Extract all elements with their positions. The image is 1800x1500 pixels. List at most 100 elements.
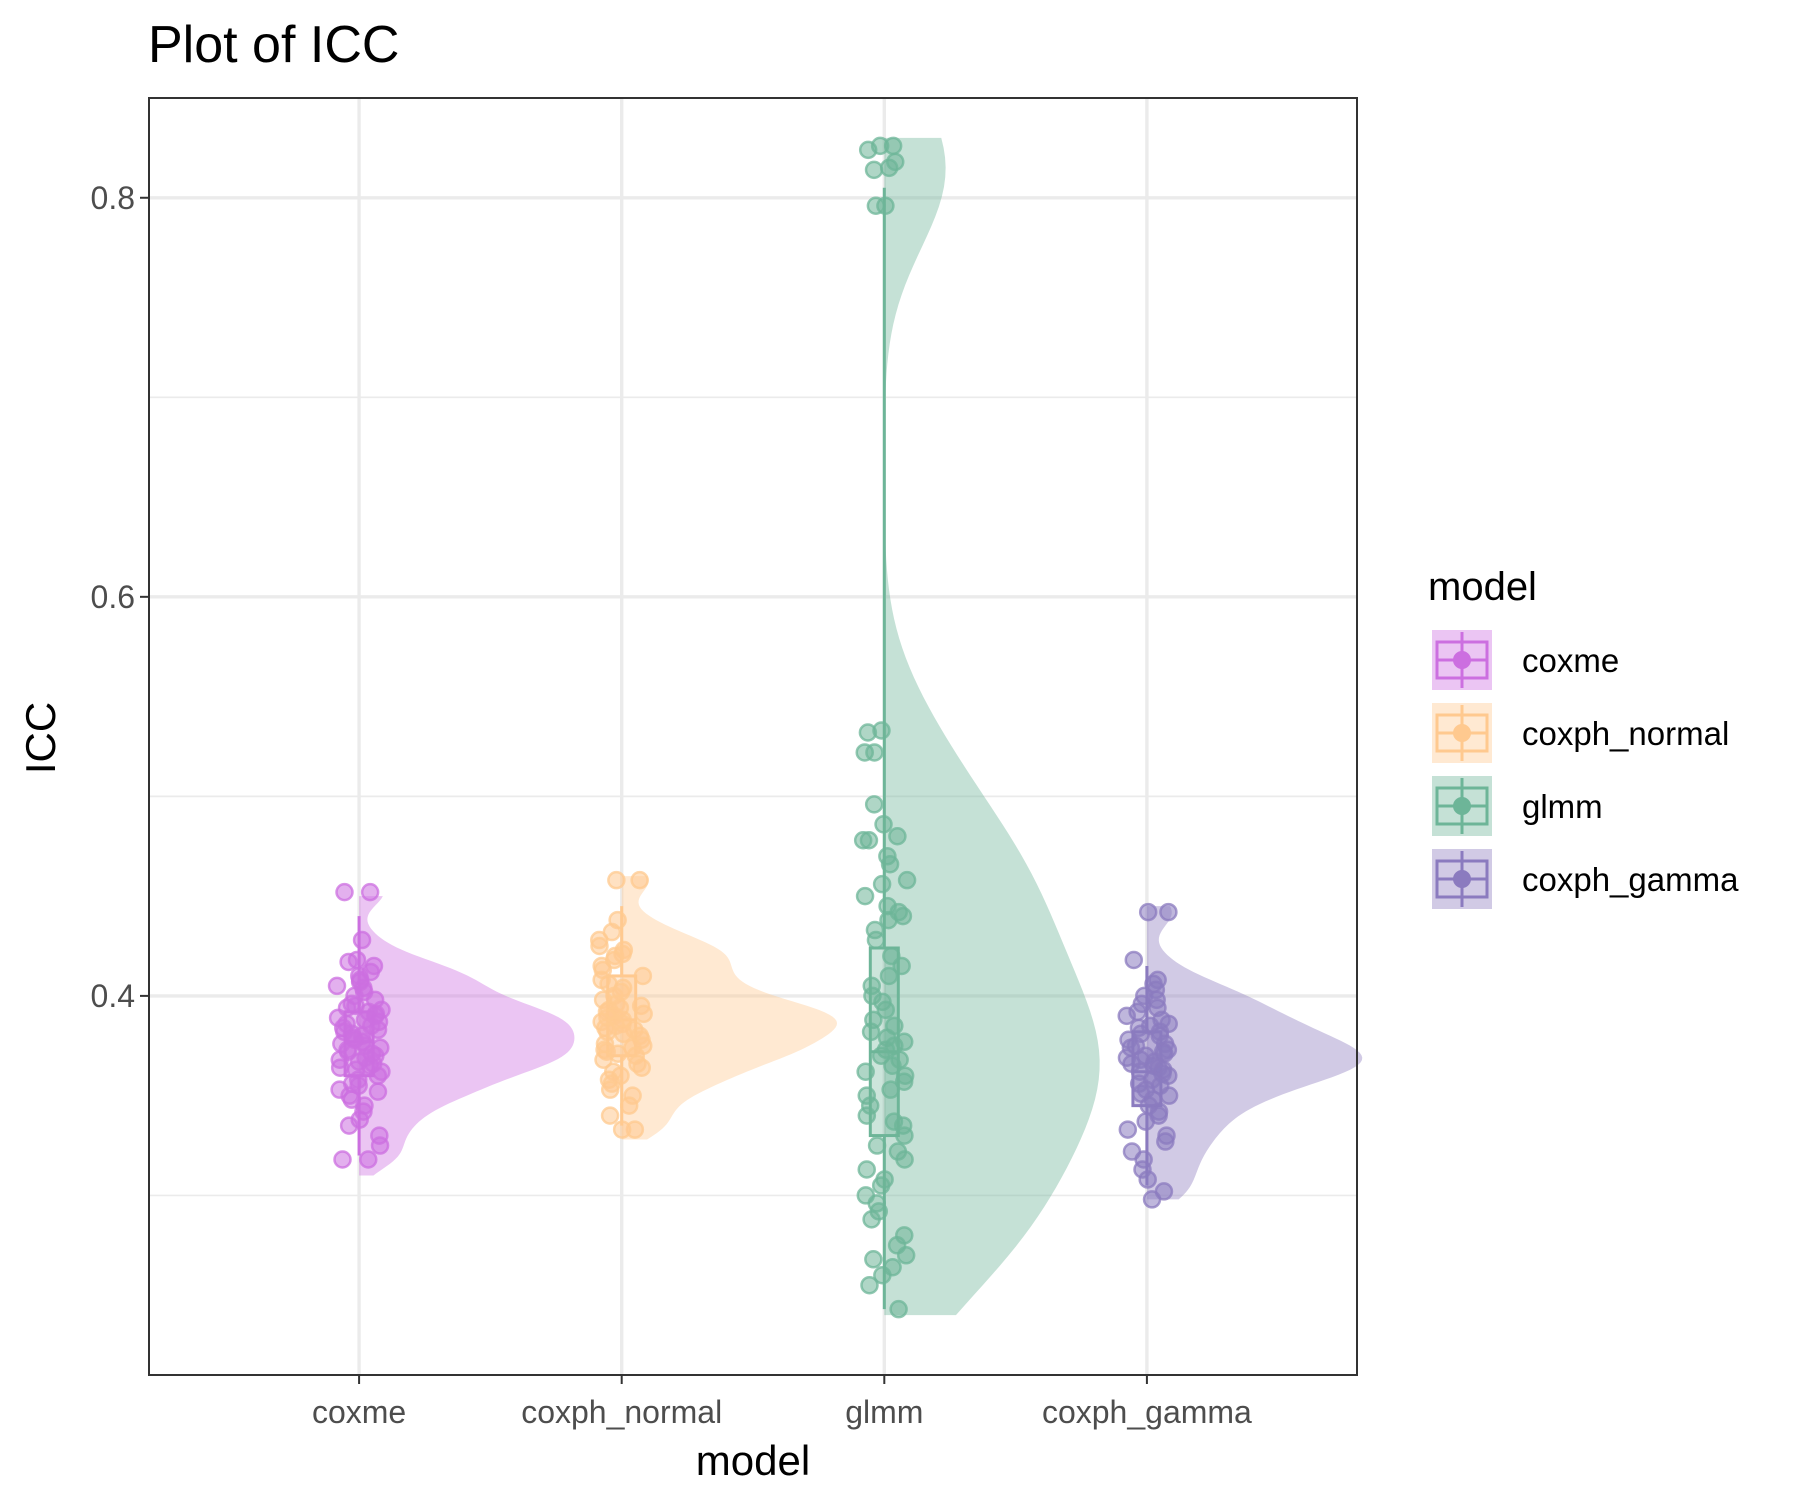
point-coxme <box>327 976 347 996</box>
point-coxph_gamma <box>1136 1112 1155 1131</box>
legend-key-point-coxph_gamma <box>1453 870 1471 888</box>
y-tick-label: 0.4 <box>91 978 135 1014</box>
point-glmm <box>883 1056 902 1075</box>
legend-key-point-glmm <box>1453 797 1471 815</box>
x-tick-label: coxph_normal <box>521 1394 722 1430</box>
point-glmm <box>879 158 899 178</box>
points-layer <box>327 136 1179 1319</box>
y-tick-label: 0.8 <box>91 180 135 216</box>
point-glmm <box>867 1136 887 1155</box>
point-coxph_gamma <box>1138 902 1158 922</box>
point-glmm <box>876 1000 896 1020</box>
point-glmm <box>880 854 900 874</box>
point-glmm <box>857 1160 876 1179</box>
point-glmm <box>858 140 878 160</box>
point-coxme <box>335 882 354 902</box>
density-coxph_gamma <box>1146 906 1363 1200</box>
point-glmm <box>888 827 907 846</box>
point-glmm <box>861 1022 881 1042</box>
legend-label-coxph_gamma: coxph_gamma <box>1522 861 1739 898</box>
point-glmm <box>864 795 884 814</box>
point-glmm <box>860 1275 879 1295</box>
point-coxph_gamma <box>1124 950 1144 970</box>
point-coxph_normal <box>634 1004 653 1024</box>
point-coxme <box>339 952 358 972</box>
point-glmm <box>864 160 884 180</box>
point-glmm <box>871 1046 891 1065</box>
point-coxme <box>333 1150 352 1169</box>
point-coxme <box>339 1116 359 1135</box>
point-coxph_normal <box>630 870 649 890</box>
point-glmm <box>872 874 892 894</box>
point-glmm <box>895 1126 914 1145</box>
point-glmm <box>855 886 875 906</box>
point-glmm <box>896 1246 916 1265</box>
point-glmm <box>881 1080 900 1099</box>
point-glmm <box>879 966 899 986</box>
point-coxph_normal <box>619 1096 639 1115</box>
point-coxph_gamma <box>1159 1086 1179 1105</box>
point-coxph_normal <box>612 1120 632 1139</box>
point-glmm <box>874 815 893 834</box>
legend-title: model <box>1428 565 1537 609</box>
point-glmm <box>894 1072 914 1091</box>
point-coxme <box>368 1066 388 1085</box>
legend-label-glmm: glmm <box>1522 788 1603 825</box>
point-glmm <box>897 870 917 890</box>
y-axis: 0.4 0.6 0.8 <box>91 180 149 1014</box>
point-glmm <box>895 1150 914 1169</box>
point-glmm <box>871 1176 891 1195</box>
density-coxme <box>359 896 575 1176</box>
y-axis-label: ICC <box>17 702 64 774</box>
point-coxph_normal <box>594 1050 613 1069</box>
x-axis-label: model <box>696 1437 810 1484</box>
point-glmm <box>889 1299 908 1319</box>
legend-label-coxme: coxme <box>1522 642 1619 679</box>
point-coxme <box>368 1082 388 1101</box>
legend-key-point-coxph_normal <box>1453 724 1471 742</box>
legend-key-point-coxme <box>1453 651 1471 669</box>
point-glmm <box>862 1210 881 1229</box>
point-glmm <box>856 1062 875 1081</box>
plot-panel-border <box>148 97 1358 1376</box>
point-coxme <box>330 1058 350 1077</box>
point-glmm <box>864 1250 883 1269</box>
point-coxph_normal <box>600 1080 620 1099</box>
point-coxph_gamma <box>1117 1006 1136 1026</box>
point-glmm <box>866 196 886 215</box>
x-tick-label: glmm <box>845 1394 923 1430</box>
point-coxph_normal <box>607 870 626 890</box>
x-axis: coxme coxph_normal glmm coxph_gamma <box>312 1375 1252 1430</box>
point-glmm <box>879 910 898 930</box>
point-glmm <box>853 831 873 850</box>
point-coxph_gamma <box>1138 1170 1157 1189</box>
point-coxme <box>360 882 380 902</box>
point-coxme <box>370 1136 390 1155</box>
point-glmm <box>892 956 911 976</box>
point-glmm <box>873 1265 892 1285</box>
point-coxph_gamma <box>1118 1120 1138 1139</box>
point-glmm <box>866 930 886 950</box>
point-coxme <box>359 1150 378 1169</box>
point-coxme <box>352 930 372 950</box>
point-coxph_normal <box>600 1106 620 1125</box>
density-glmm <box>884 137 1100 1316</box>
x-tick-label: coxme <box>312 1394 406 1430</box>
point-coxph_normal <box>632 1058 652 1077</box>
y-tick-label: 0.6 <box>91 579 135 615</box>
point-coxph_gamma <box>1159 902 1178 922</box>
point-glmm <box>865 743 884 762</box>
point-coxph_gamma <box>1142 1190 1162 1209</box>
density-layer <box>359 137 1363 1316</box>
point-glmm <box>858 723 878 742</box>
density-coxph_normal <box>621 876 838 1140</box>
point-coxph_normal <box>633 966 653 986</box>
legend-label-coxph_normal: coxph_normal <box>1522 715 1729 752</box>
point-coxph_gamma <box>1156 1132 1175 1151</box>
x-tick-label: coxph_gamma <box>1042 1394 1252 1430</box>
point-coxph_normal <box>590 936 609 956</box>
chart-title: Plot of ICC <box>148 16 399 74</box>
